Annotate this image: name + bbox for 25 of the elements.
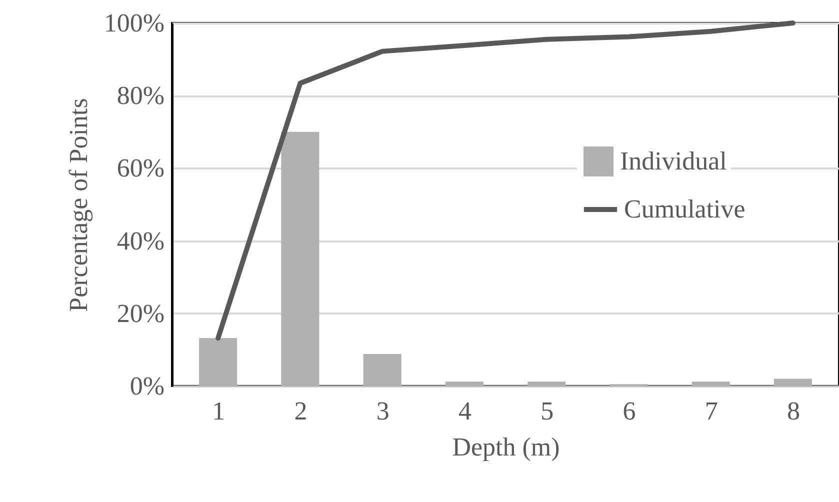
x-tick-label: 7 [704,396,718,426]
legend-label: Individual [620,146,727,176]
legend-label: Cumulative [624,194,746,224]
bar [528,382,566,386]
x-axis-title: Depth (m) [452,432,560,462]
x-tick-label: 2 [294,396,308,426]
x-tick-label: 6 [622,396,636,426]
x-tick-label: 8 [786,396,800,426]
y-tick-label: 60% [116,154,164,183]
bar [774,378,812,386]
y-tick-label: 80% [116,81,164,110]
y-tick-label: 20% [116,298,164,328]
y-axis-title: Percentage of Points [64,98,93,312]
x-tick-label: 1 [212,396,226,426]
y-tick-label: 100% [104,8,164,38]
y-tick-label: 40% [116,226,164,256]
bar [445,382,484,386]
bar [692,382,730,386]
x-tick-label: 5 [540,396,554,426]
x-tick-label: 3 [376,396,390,426]
bar [363,354,402,386]
bar [281,132,320,386]
y-tick-label: 0% [130,372,164,400]
bar [199,338,238,386]
x-tick-label: 4 [458,396,472,426]
